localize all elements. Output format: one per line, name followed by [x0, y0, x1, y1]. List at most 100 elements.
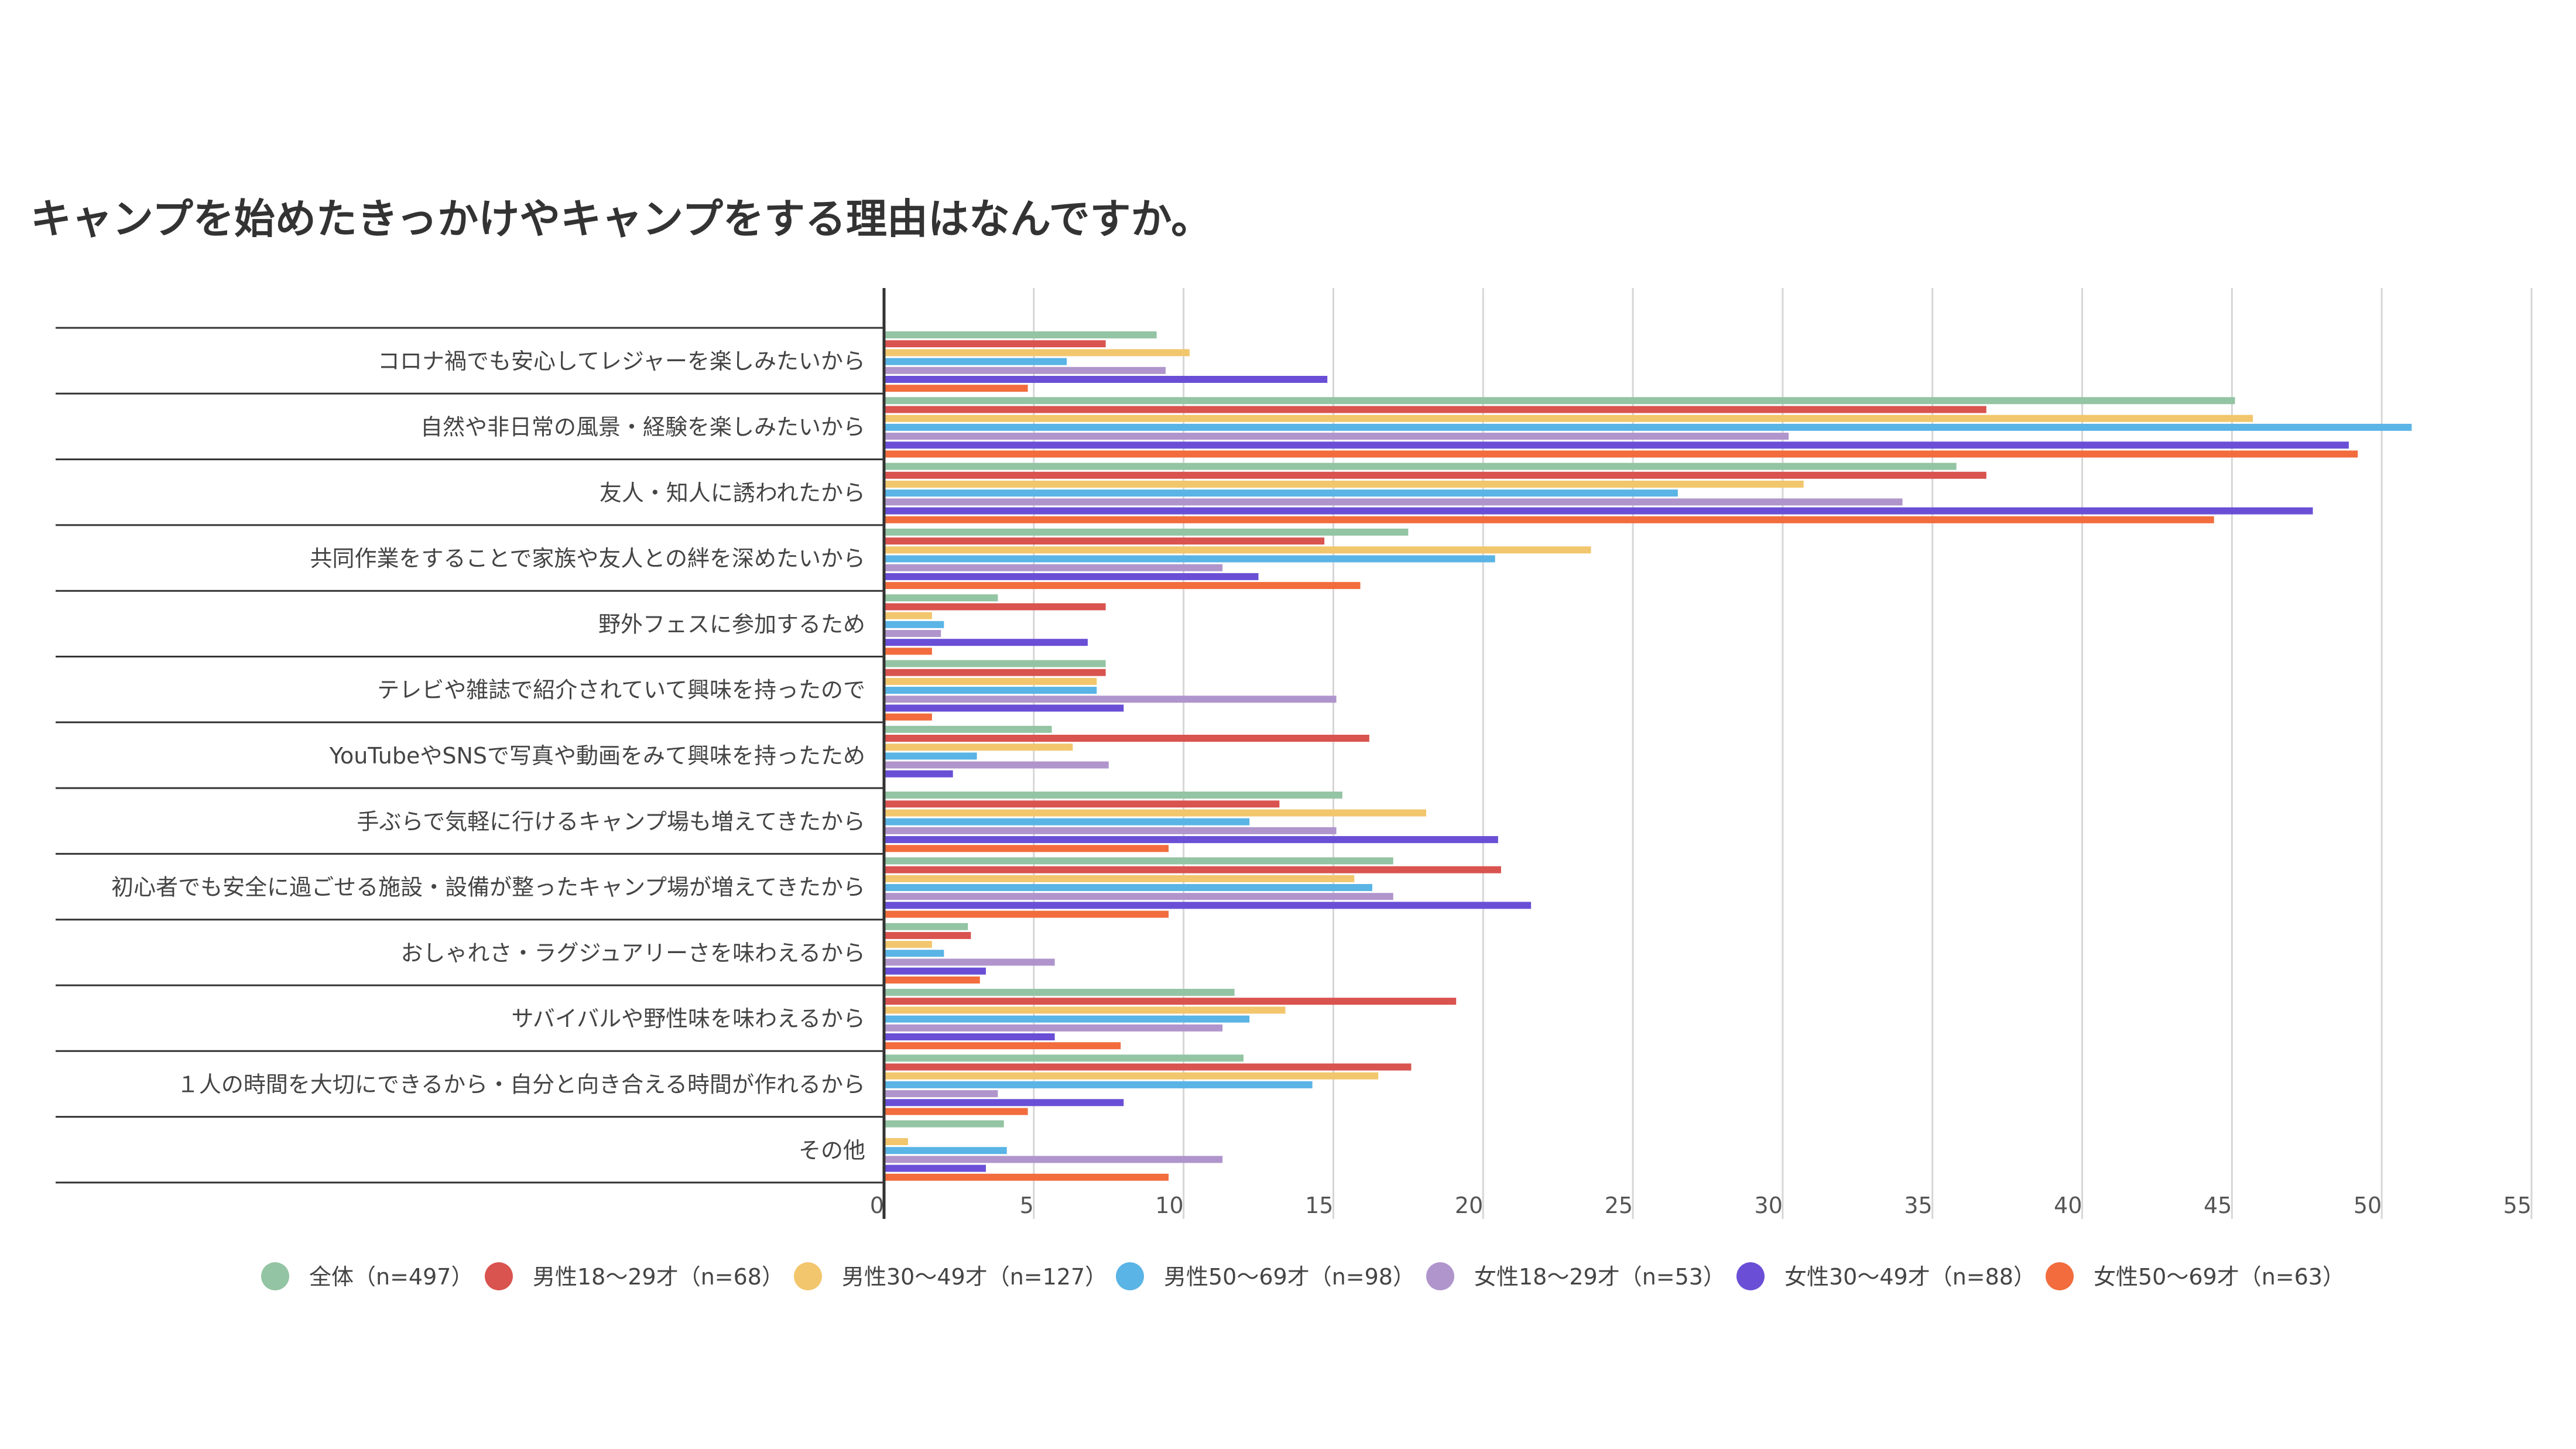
bar	[884, 573, 1259, 580]
category-axis: コロナ禍でも安心してレジャーを楽しみたいから自然や非日常の風景・経験を楽しみたい…	[56, 327, 884, 1184]
bar	[884, 800, 1280, 808]
bar	[884, 967, 986, 975]
legend-item[interactable]: 男性18～29才（n=68）	[485, 1262, 784, 1290]
legend-item[interactable]: 女性30～49才（n=88）	[1736, 1262, 2036, 1290]
bar	[884, 331, 1157, 338]
bar	[884, 792, 1342, 799]
legend-label: 女性30～49才（n=88）	[1784, 1264, 2036, 1290]
bar	[884, 1090, 998, 1098]
bar	[884, 845, 1169, 852]
bar	[884, 1156, 1223, 1163]
bar	[884, 998, 1457, 1005]
category-label: 初心者でも安全に過ごせる施設・設備が整ったキャンプ場が増えてきたから	[111, 875, 865, 900]
bar	[884, 836, 1498, 844]
bar	[884, 481, 1804, 488]
bar	[884, 1138, 908, 1145]
bar	[884, 1054, 1244, 1062]
legend-label: 女性18～29才（n=53）	[1474, 1264, 1725, 1290]
bar	[884, 555, 1495, 563]
x-tick-label: 20	[1455, 1193, 1483, 1218]
bar	[884, 735, 1369, 742]
bar	[884, 1015, 1250, 1023]
bar	[884, 1024, 1223, 1032]
bar	[884, 516, 2214, 523]
bar	[884, 450, 2358, 458]
bar	[884, 950, 944, 957]
bar	[884, 827, 1337, 834]
bar	[884, 958, 1055, 966]
x-tick-label: 35	[1904, 1193, 1932, 1218]
legend-item[interactable]: 男性30～49才（n=127）	[794, 1262, 1107, 1290]
bar	[884, 639, 1088, 646]
value-axis: 0 5 10 15 20 25 30 35 40 45 50 55	[870, 288, 2532, 1219]
legend-swatch	[1426, 1262, 1454, 1290]
bar	[884, 582, 1361, 590]
chart-title: キャンプを始めたきっかけやキャンプをする理由はなんですか。	[30, 195, 1212, 243]
legend-swatch	[261, 1262, 289, 1290]
bar	[884, 366, 1166, 374]
bar	[884, 744, 1073, 751]
bar	[884, 660, 1106, 667]
bar	[884, 770, 953, 777]
bar	[884, 704, 1124, 712]
bar	[884, 713, 932, 721]
bar	[884, 441, 2349, 449]
bar	[884, 1147, 1007, 1155]
legend-label: 男性50～69才（n=98）	[1164, 1264, 1415, 1290]
x-tick-label: 10	[1155, 1193, 1183, 1218]
legend-item[interactable]: 男性50～69才（n=98）	[1116, 1262, 1415, 1290]
bar	[884, 902, 1532, 909]
legend-label: 男性18～29才（n=68）	[533, 1264, 784, 1290]
legend-swatch	[1116, 1262, 1144, 1290]
legend-swatch	[2046, 1262, 2074, 1290]
x-tick-label: 50	[2354, 1193, 2382, 1218]
x-tick-label: 5	[1020, 1193, 1034, 1218]
bar	[884, 725, 1052, 733]
bar	[884, 875, 1355, 882]
legend-swatch	[485, 1262, 513, 1290]
category-label: サバイバルや野性味を味わえるから	[511, 1006, 865, 1032]
bar	[884, 989, 1235, 996]
bar	[884, 1033, 1055, 1040]
bar	[884, 931, 971, 939]
category-label: テレビや雑誌で紹介されていて興味を持ったので	[377, 677, 865, 703]
legend-swatch	[794, 1262, 822, 1290]
category-label: 手ぶらで気軽に行けるキャンプ場も増えてきたから	[357, 809, 865, 834]
legend[interactable]: 全体（n=497） 男性18～29才（n=68） 男性30～49才（n=127） 男性…	[261, 1262, 2345, 1290]
bar	[884, 687, 1097, 694]
legend-label: 男性30～49才（n=127）	[842, 1264, 1107, 1290]
bar	[884, 376, 1328, 383]
bar	[884, 406, 1986, 413]
bar	[884, 809, 1427, 817]
bar	[884, 1006, 1286, 1014]
bar	[884, 941, 932, 948]
category-label: １人の時間を大切にできるから・自分と向き合える時間が作れるから	[177, 1071, 865, 1097]
bar	[884, 1081, 1313, 1088]
bar	[884, 612, 932, 619]
x-tick-label: 40	[2054, 1193, 2082, 1218]
bar	[884, 630, 941, 637]
bar	[884, 893, 1393, 900]
bar	[884, 910, 1169, 918]
legend-label: 女性50～69才（n=63）	[2094, 1264, 2345, 1290]
bars	[884, 331, 2412, 1181]
bar	[884, 669, 1106, 676]
legend-item[interactable]: 女性50～69才（n=63）	[2046, 1262, 2345, 1290]
legend-item[interactable]: 全体（n=497）	[261, 1262, 473, 1290]
bar	[884, 397, 2235, 405]
legend-label: 全体（n=497）	[309, 1264, 473, 1290]
bar	[884, 1164, 986, 1172]
category-label: 野外フェスに参加するため	[598, 611, 865, 637]
bar	[884, 594, 998, 602]
category-label: 共同作業をすることで家族や友人との絆を深めたいから	[310, 546, 865, 571]
category-label: おしゃれさ・ラグジュアリーさを味わえるから	[401, 940, 865, 966]
bar	[884, 546, 1591, 554]
category-label: YouTubeやSNSで写真や動画をみて興味を持ったため	[329, 743, 865, 769]
legend-item[interactable]: 女性18～29才（n=53）	[1426, 1262, 1725, 1290]
bar	[884, 603, 1106, 611]
bar	[884, 696, 1337, 703]
bar	[884, 621, 944, 628]
bar	[884, 423, 2412, 431]
bar	[884, 471, 1986, 479]
x-tick-label: 30	[1755, 1193, 1783, 1218]
